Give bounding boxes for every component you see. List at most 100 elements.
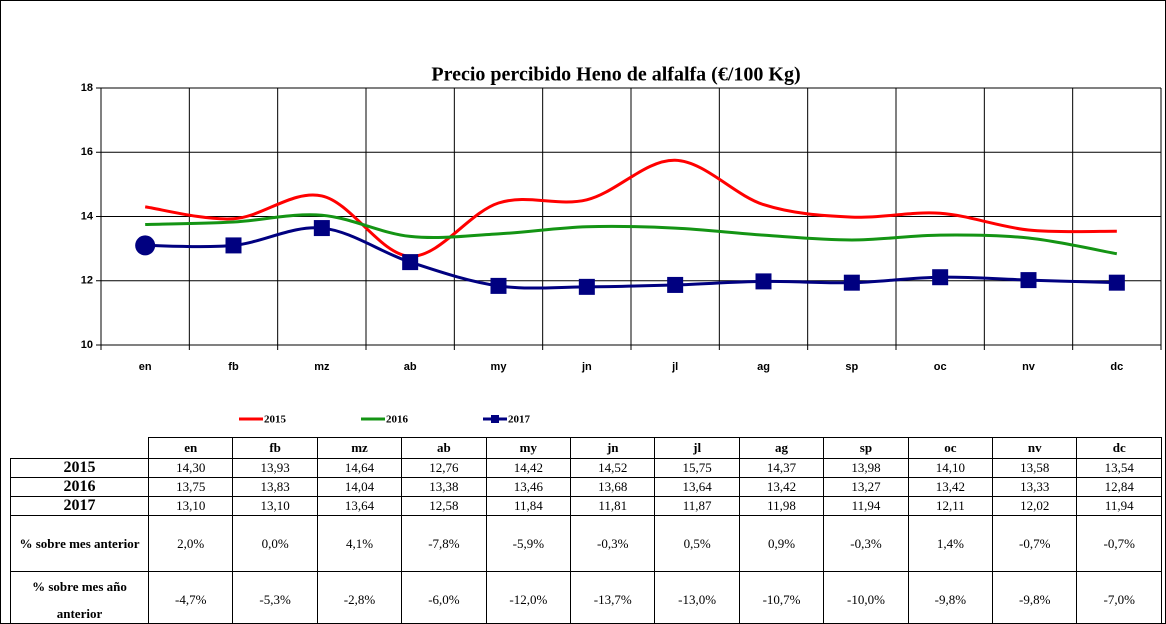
- x-tick-label: jn: [581, 361, 592, 373]
- cell: 11,84: [485, 496, 572, 516]
- cell: -2,8%: [316, 571, 403, 623]
- cell: 12,02: [992, 496, 1078, 516]
- header-cell: ab: [401, 437, 487, 459]
- cell: -13,7%: [570, 571, 656, 623]
- cell: 1,4%: [907, 515, 994, 572]
- cell: -13,0%: [654, 571, 740, 623]
- cell: 13,42: [907, 477, 994, 497]
- series-row: 2016 13,75 13,83 14,04 13,38 13,46 13,68 13,64 1…: [10, 477, 1162, 497]
- percent-row: % sobre mes año anterior -4,7% -5,3% -2,8% -…: [10, 571, 1162, 623]
- marker: [1108, 274, 1125, 291]
- marker: [1020, 272, 1037, 289]
- corner-cell: [11, 438, 149, 459]
- cell: -7,0%: [1076, 571, 1162, 623]
- marker: [755, 273, 772, 290]
- cell: 14,37: [738, 458, 825, 478]
- cell: 13,54: [1076, 458, 1162, 478]
- cell: 13,75: [147, 477, 234, 497]
- cell: 11,98: [738, 496, 825, 516]
- cell: 14,10: [907, 458, 994, 478]
- series-row: 2017 13,10 13,10 13,64 12,58 11,84 11,81 11,87 1…: [10, 496, 1162, 516]
- cell: 11,94: [1076, 496, 1162, 516]
- cell: 11,94: [823, 496, 909, 516]
- cell: -0,3%: [823, 515, 909, 572]
- x-tick-label: ab: [404, 361, 417, 373]
- y-tick-label: 12: [81, 275, 93, 287]
- cell: -4,7%: [147, 571, 234, 623]
- cell: 2,0%: [147, 515, 234, 572]
- legend-label: 2017: [508, 414, 531, 426]
- cell: 0,0%: [232, 515, 318, 572]
- cell: -6,0%: [401, 571, 487, 623]
- cell: -7,8%: [401, 515, 487, 572]
- header-cell: jn: [570, 437, 656, 459]
- marker: [135, 235, 156, 256]
- cell: 13,33: [992, 477, 1078, 497]
- y-tick-label: 16: [81, 146, 93, 158]
- x-tick-label: sp: [845, 361, 858, 373]
- cell: 13,10: [232, 496, 318, 516]
- header-cell: sp: [823, 437, 909, 459]
- cell: 14,64: [316, 458, 403, 478]
- marker: [402, 254, 419, 271]
- marker: [843, 274, 860, 291]
- marker: [225, 237, 242, 254]
- y-tick-label: 18: [81, 82, 93, 94]
- y-tick-label: 14: [81, 210, 94, 222]
- cell: -9,8%: [992, 571, 1078, 623]
- row-label: % sobre mes anterior: [10, 515, 149, 572]
- cell: -0,7%: [992, 515, 1078, 572]
- cell: 12,58: [401, 496, 487, 516]
- data-table: en fb mz ab my jn jl ag sp oc nv dc 2015 14,30 13,93 14…: [10, 437, 1162, 623]
- header-cell: nv: [992, 437, 1078, 459]
- header-cell: mz: [316, 437, 403, 459]
- header-cell: ag: [738, 437, 825, 459]
- cell: -10,7%: [738, 571, 825, 623]
- cell: 11,87: [654, 496, 740, 516]
- cell: 13,64: [316, 496, 403, 516]
- cell: -5,3%: [232, 571, 318, 623]
- x-tick-label: fb: [228, 361, 239, 373]
- header-cell: my: [485, 437, 572, 459]
- x-tick-label: jl: [671, 361, 678, 373]
- cell: 14,30: [147, 458, 234, 478]
- chart-title: Precio percibido Heno de alfalfa (€/100 …: [431, 64, 800, 86]
- y-tick-label: 10: [81, 339, 93, 351]
- marker: [932, 269, 949, 286]
- cell: 4,1%: [316, 515, 403, 572]
- header-cell: oc: [907, 437, 994, 459]
- marker: [490, 277, 507, 294]
- cell: 13,42: [738, 477, 825, 497]
- header-row: en fb mz ab my jn jl ag sp oc nv dc: [11, 437, 1162, 459]
- series-row: 2015 14,30 13,93 14,64 12,76 14,42 14,52 15,75 1…: [10, 458, 1162, 478]
- row-label: % sobre mes año anterior: [10, 571, 149, 623]
- row-label: 2017: [10, 496, 149, 516]
- cell: -0,3%: [570, 515, 656, 572]
- legend-marker: [491, 415, 499, 423]
- header-cell: jl: [654, 437, 740, 459]
- cell: 0,5%: [654, 515, 740, 572]
- cell: 13,83: [232, 477, 318, 497]
- header-cell: dc: [1076, 437, 1162, 459]
- cell: -0,7%: [1076, 515, 1162, 572]
- marker: [578, 278, 595, 295]
- x-tick-label: nv: [1022, 361, 1036, 373]
- x-tick-label: ag: [757, 361, 770, 373]
- x-tick-label: mz: [314, 361, 330, 373]
- cell: -10,0%: [823, 571, 909, 623]
- series-line: [145, 213, 1118, 256]
- cell: 12,76: [401, 458, 487, 478]
- series-line: [145, 226, 1117, 290]
- cell: 13,93: [232, 458, 318, 478]
- series-line: [144, 158, 1117, 258]
- cell: -12,0%: [485, 571, 572, 623]
- cell: 13,10: [147, 496, 234, 516]
- legend-label: 2016: [386, 414, 409, 426]
- cell: -5,9%: [485, 515, 572, 572]
- cell: -9,8%: [907, 571, 994, 623]
- cell: 0,9%: [738, 515, 825, 572]
- x-tick-label: dc: [1110, 361, 1123, 373]
- cell: 12,84: [1076, 477, 1162, 497]
- cell: 14,42: [485, 458, 572, 478]
